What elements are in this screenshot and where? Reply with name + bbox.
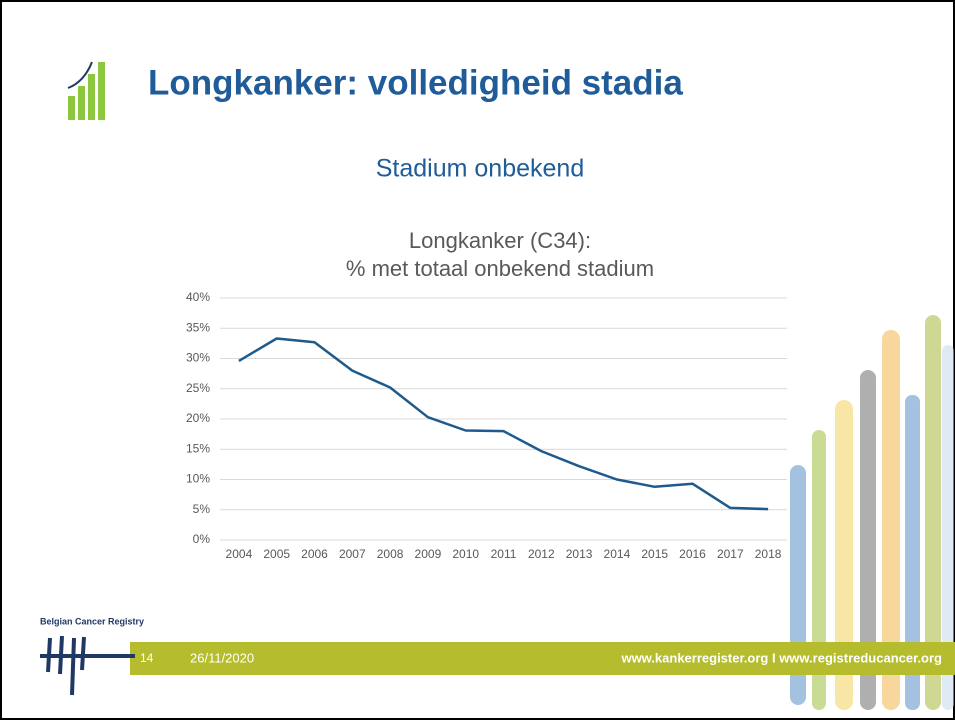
x-tick-label: 2012 xyxy=(528,547,555,561)
x-tick-label: 2009 xyxy=(415,547,442,561)
y-tick-label: 15% xyxy=(186,441,210,455)
y-tick-label: 10% xyxy=(186,472,210,486)
x-tick-label: 2015 xyxy=(641,547,668,561)
y-tick-label: 35% xyxy=(186,320,210,334)
slide-border xyxy=(1,1,954,719)
y-tick-label: 0% xyxy=(193,532,211,546)
slide: Longkanker: volledigheid stadia Stadium … xyxy=(0,0,955,720)
x-tick-label: 2010 xyxy=(452,547,479,561)
logo-text: Belgian Cancer Registry xyxy=(40,616,144,626)
x-tick-label: 2007 xyxy=(339,547,366,561)
y-tick-label: 25% xyxy=(186,381,210,395)
y-tick-label: 30% xyxy=(186,351,210,365)
x-tick-label: 2013 xyxy=(566,547,593,561)
x-tick-label: 2016 xyxy=(679,547,706,561)
footer-url: www.kankerregister.org I www.registreduc… xyxy=(620,650,942,665)
x-tick-label: 2017 xyxy=(717,547,744,561)
x-tick-label: 2006 xyxy=(301,547,328,561)
x-tick-label: 2014 xyxy=(604,547,631,561)
x-tick-label: 2011 xyxy=(491,547,517,561)
date: 26/11/2020 xyxy=(190,650,254,665)
slide-title: Longkanker: volledigheid stadia xyxy=(148,63,683,102)
chart-subtitle: % met totaal onbekend stadium xyxy=(346,256,654,281)
x-tick-label: 2008 xyxy=(377,547,404,561)
x-tick-label: 2018 xyxy=(755,547,782,561)
slide-subtitle: Stadium onbekend xyxy=(376,155,584,183)
x-tick-label: 2005 xyxy=(263,547,290,561)
y-tick-label: 40% xyxy=(186,290,210,304)
y-tick-label: 20% xyxy=(186,411,210,425)
y-tick-label: 5% xyxy=(193,502,211,516)
page-number: 14 xyxy=(140,651,154,665)
chart-title: Longkanker (C34): xyxy=(409,228,591,253)
x-tick-label: 2004 xyxy=(226,547,253,561)
